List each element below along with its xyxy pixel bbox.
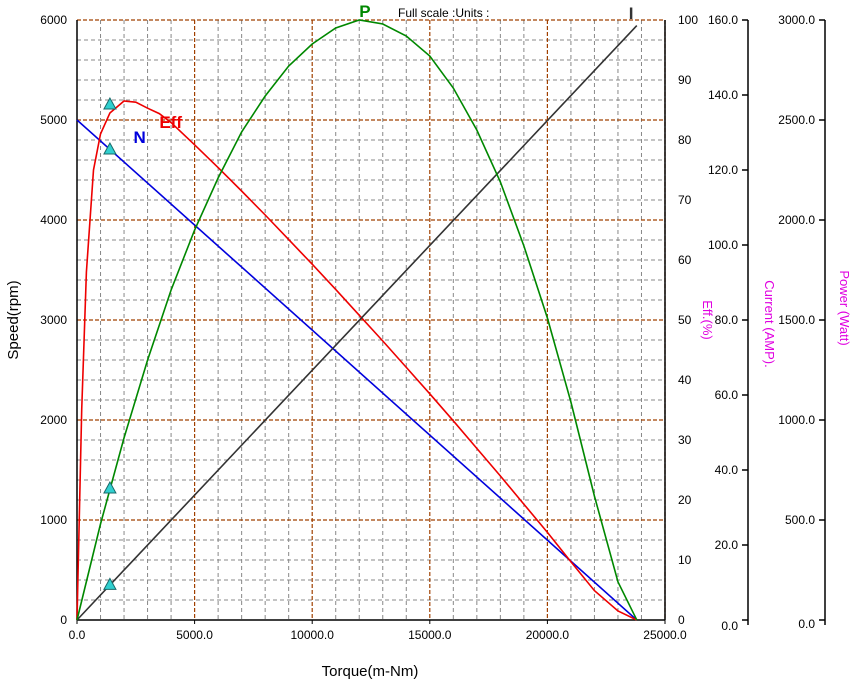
- eff-tick-label: 10: [678, 553, 692, 567]
- grid: [77, 19, 666, 620]
- power-tick-label: 2000.0: [778, 213, 815, 227]
- x-axis-title: Torque(m-Nm): [322, 663, 419, 680]
- speed-tick-label: 3000: [40, 313, 67, 327]
- series-label-n: N: [133, 128, 145, 147]
- power-tick-label: 1500.0: [778, 313, 815, 327]
- operating-point-markers: [103, 96, 117, 590]
- series-line-eff: [76, 100, 638, 621]
- current-tick-label: 0.0: [721, 619, 738, 633]
- speed-tick-label: 6000: [40, 13, 67, 27]
- marker-speed: [103, 141, 117, 155]
- current-tick-label: 100.0: [708, 238, 738, 252]
- power-axis-title: Power (Watt): [837, 270, 852, 345]
- eff-axis-title: Eff.(%): [700, 300, 715, 340]
- x-tick-label: 25000.0: [643, 628, 687, 642]
- series-label-p: P: [359, 2, 370, 21]
- power-tick-label: 1000.0: [778, 413, 815, 427]
- x-tick-label: 0.0: [69, 628, 86, 642]
- series-line-i: [76, 25, 638, 621]
- chart-header: Full scale :Units :: [398, 6, 489, 20]
- tick-labels: 0.0 5000.0 10000.0 15000.0 20000.0 25000.0010…: [40, 13, 815, 642]
- eff-tick-label: 0: [678, 613, 685, 627]
- current-tick-label: 160.0: [708, 13, 738, 27]
- speed-tick-label: 2000: [40, 413, 67, 427]
- current-axis-title: Current (AMP).: [762, 280, 777, 367]
- series-label-eff: Eff: [159, 113, 182, 132]
- eff-tick-label: 50: [678, 313, 692, 327]
- eff-tick-label: 90: [678, 73, 692, 87]
- current-tick-label: 120.0: [708, 163, 738, 177]
- eff-tick-label: 80: [678, 133, 692, 147]
- x-tick-label: 15000.0: [408, 628, 452, 642]
- current-tick-label: 40.0: [715, 463, 739, 477]
- curve-labels: N Eff I P: [133, 2, 633, 147]
- current-tick-label: 60.0: [715, 388, 739, 402]
- marker-power: [103, 480, 117, 494]
- marker-current: [103, 577, 117, 590]
- current-tick-label: 20.0: [715, 538, 739, 552]
- current-tick-label: 80.0: [715, 313, 739, 327]
- eff-tick-label: 60: [678, 253, 692, 267]
- eff-tick-label: 100: [678, 13, 698, 27]
- eff-tick-label: 20: [678, 493, 692, 507]
- series-lines: [76, 19, 638, 621]
- series-line-p: [76, 19, 638, 621]
- power-tick-label: 500.0: [785, 513, 815, 527]
- current-tick-label: 140.0: [708, 88, 738, 102]
- x-tick-label: 10000.0: [291, 628, 335, 642]
- eff-tick-label: 40: [678, 373, 692, 387]
- axes: [76, 19, 826, 625]
- power-tick-label: 2500.0: [778, 113, 815, 127]
- x-tick-label: 5000.0: [176, 628, 213, 642]
- speed-axis-title: Speed(rpm): [5, 280, 22, 359]
- speed-tick-label: 0: [60, 613, 67, 627]
- speed-tick-label: 4000: [40, 213, 67, 227]
- speed-tick-label: 1000: [40, 513, 67, 527]
- power-tick-label: 3000.0: [778, 13, 815, 27]
- speed-tick-label: 5000: [40, 113, 67, 127]
- series-label-i: I: [629, 4, 634, 23]
- x-tick-label: 20000.0: [526, 628, 570, 642]
- series-line-n: [76, 119, 638, 621]
- eff-tick-label: 30: [678, 433, 692, 447]
- eff-tick-label: 70: [678, 193, 692, 207]
- power-tick-label: 0.0: [798, 617, 815, 631]
- marker-eff: [103, 96, 117, 110]
